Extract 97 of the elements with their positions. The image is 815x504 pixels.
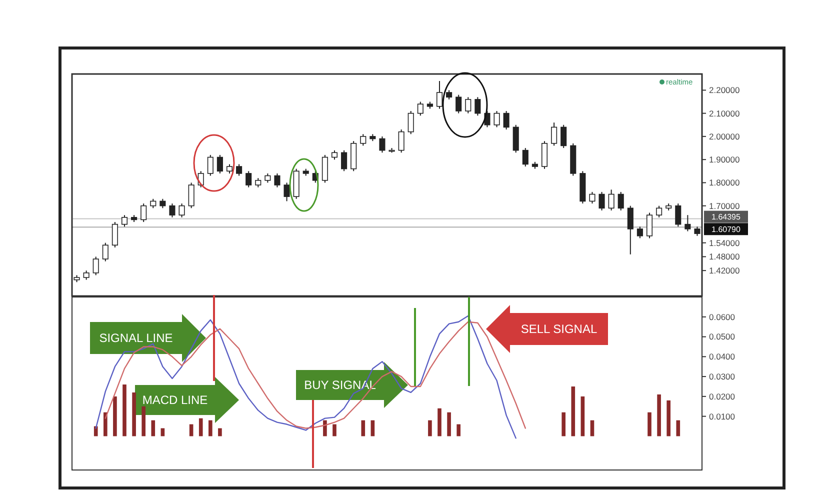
candlestick <box>684 214 691 232</box>
candlestick <box>121 214 128 228</box>
bar <box>447 412 451 436</box>
candlestick <box>341 150 348 172</box>
candlestick <box>503 110 510 130</box>
bar <box>580 396 585 436</box>
candlestick <box>675 203 682 228</box>
candlestick <box>446 90 452 100</box>
candlestick <box>408 110 414 135</box>
candlestick <box>274 172 280 188</box>
candlestick <box>255 178 262 188</box>
candlestick <box>178 203 185 218</box>
bar <box>666 400 670 436</box>
bar <box>142 406 146 436</box>
candlestick <box>284 182 290 202</box>
bar <box>151 420 156 436</box>
bar <box>562 412 566 436</box>
candlestick <box>436 80 443 110</box>
bar <box>160 428 165 436</box>
candlestick <box>608 189 614 211</box>
candlestick <box>216 154 223 174</box>
bar <box>657 394 661 436</box>
candlestick <box>656 205 662 218</box>
candlestick <box>541 140 548 170</box>
candlestick <box>494 110 500 128</box>
bar <box>361 420 366 436</box>
candlestick <box>246 170 252 188</box>
candlestick <box>551 122 558 146</box>
y-tick-label: 0.0100 <box>709 411 736 422</box>
candlestick <box>465 96 472 114</box>
y-tick-label: 1.90000 <box>709 154 740 165</box>
bar <box>676 420 680 436</box>
y-tick-label: 0.0600 <box>709 312 736 322</box>
bar <box>208 420 212 436</box>
candlestick <box>236 164 242 176</box>
candlestick <box>512 124 519 154</box>
bar <box>571 386 576 436</box>
bar <box>428 420 432 436</box>
candlestick <box>331 150 338 160</box>
candlestick <box>188 182 194 209</box>
candlestick <box>160 198 166 209</box>
candlestick <box>360 134 366 146</box>
annotation: SIGNAL LINE <box>99 331 173 346</box>
y-tick-label: 0.0300 <box>709 372 736 382</box>
candlestick <box>646 212 653 239</box>
candlestick <box>627 205 634 255</box>
candlestick <box>322 154 328 184</box>
candlestick <box>112 222 118 248</box>
candlestick <box>207 154 214 176</box>
bar <box>113 396 117 436</box>
candlestick <box>474 96 481 116</box>
candlestick <box>522 148 528 167</box>
candlestick <box>589 191 596 204</box>
bar <box>104 412 108 436</box>
annotation: SELL SIGNAL <box>520 322 598 336</box>
candlestick <box>636 226 643 239</box>
bar <box>218 428 222 436</box>
y-tick-label: 1.54000 <box>709 238 740 248</box>
y-tick-label: 1.70000 <box>709 200 740 211</box>
y-tick-label: 2.10000 <box>709 108 740 118</box>
candlestick <box>560 124 567 148</box>
bar <box>438 408 442 436</box>
y-tick-label: 1.80000 <box>709 178 740 188</box>
candlestick <box>264 172 271 184</box>
bar <box>648 412 652 436</box>
y-tick-label: 0.0400 <box>709 352 736 362</box>
candlestick <box>226 164 233 174</box>
bar <box>332 424 336 436</box>
bar <box>94 426 98 436</box>
y-tick-label: 1.42000 <box>709 266 740 276</box>
candlestick <box>150 198 156 209</box>
bar <box>456 424 460 436</box>
candlestick <box>456 94 462 114</box>
candlestick <box>92 256 99 276</box>
candlestick <box>598 191 605 211</box>
candlestick <box>618 191 624 211</box>
candlestick <box>102 242 108 262</box>
candlestick <box>694 226 700 236</box>
bar <box>122 384 126 436</box>
bar <box>132 392 136 436</box>
candlestick <box>398 129 404 154</box>
y-tick-label: 1.48000 <box>709 252 740 262</box>
y-tick-label: 0.0500 <box>709 332 736 342</box>
annotation: MACD LINE <box>142 393 208 408</box>
ref-line-label: 1.60790 <box>712 224 742 234</box>
line-series <box>95 315 516 439</box>
candlestick <box>417 101 424 116</box>
y-tick-label: 2.20000 <box>709 85 740 96</box>
candlestick <box>140 203 147 222</box>
y-tick-label: 2.00000 <box>709 131 740 142</box>
bar <box>198 418 203 436</box>
ref-line-label: 1.64395 <box>712 212 742 222</box>
candlestick <box>379 136 386 154</box>
bar <box>323 420 327 436</box>
candlestick <box>83 270 90 280</box>
y-tick-label: 0.0200 <box>709 391 736 402</box>
candlestick <box>169 203 176 218</box>
